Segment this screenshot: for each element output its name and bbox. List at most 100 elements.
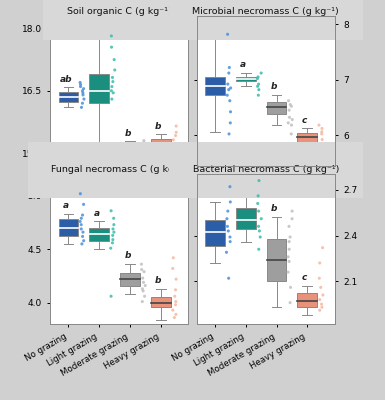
Bar: [267, 238, 286, 281]
Text: (c): (c): [171, 179, 184, 189]
Text: b: b: [155, 122, 161, 131]
Point: [79, 241, 85, 247]
Point: [173, 144, 179, 150]
Text: c: c: [302, 273, 308, 282]
Point: [286, 258, 292, 265]
Text: ab: ab: [60, 75, 72, 84]
Point: [256, 81, 262, 87]
Point: [112, 67, 118, 73]
Point: [287, 234, 293, 240]
Point: [138, 261, 144, 267]
Point: [256, 246, 262, 252]
Point: [110, 232, 116, 238]
Point: [319, 136, 325, 143]
Point: [80, 92, 86, 98]
Point: [227, 238, 233, 245]
Text: a: a: [94, 209, 100, 218]
Point: [225, 208, 231, 214]
Point: [173, 276, 179, 282]
Bar: [89, 228, 109, 241]
Point: [318, 284, 324, 290]
Point: [226, 275, 232, 282]
Point: [224, 223, 231, 230]
Bar: [59, 92, 78, 102]
Point: [111, 229, 117, 235]
Point: [285, 269, 291, 275]
Point: [289, 216, 295, 222]
Point: [172, 145, 178, 151]
Bar: [236, 208, 256, 230]
Text: a: a: [209, 18, 216, 27]
Point: [227, 98, 233, 104]
Point: [80, 201, 87, 208]
Point: [77, 84, 84, 90]
Text: a: a: [94, 10, 100, 18]
Point: [110, 215, 117, 222]
Point: [172, 132, 179, 139]
Point: [173, 311, 179, 318]
Point: [224, 216, 230, 222]
Point: [108, 245, 114, 251]
Point: [139, 142, 145, 148]
Point: [254, 200, 261, 207]
Point: [286, 107, 292, 113]
Title: Fungal necromass C (g kg⁻¹): Fungal necromass C (g kg⁻¹): [52, 166, 187, 174]
Point: [227, 120, 233, 126]
Point: [319, 304, 325, 310]
Point: [320, 292, 326, 298]
Point: [255, 92, 261, 98]
Title: Bacterial necromass C (g kg⁻¹): Bacterial necromass C (g kg⁻¹): [192, 166, 339, 174]
Text: (b): (b): [317, 20, 331, 30]
Point: [285, 254, 291, 260]
Point: [140, 275, 146, 281]
Point: [289, 208, 295, 214]
Point: [287, 300, 293, 306]
Point: [172, 302, 179, 308]
Point: [224, 92, 230, 98]
Text: b: b: [271, 204, 277, 214]
Point: [110, 236, 116, 243]
Bar: [59, 219, 78, 236]
Point: [170, 307, 176, 313]
Point: [316, 147, 323, 154]
Point: [286, 223, 292, 230]
Point: [255, 74, 261, 80]
Point: [258, 70, 264, 76]
Point: [289, 116, 295, 123]
Text: a: a: [240, 60, 246, 69]
Bar: [151, 297, 171, 307]
Text: b: b: [271, 82, 277, 92]
Point: [79, 100, 85, 106]
Point: [169, 152, 176, 158]
Point: [285, 120, 291, 126]
Point: [108, 293, 114, 300]
Text: a: a: [240, 183, 246, 192]
Point: [173, 123, 179, 129]
Point: [171, 156, 177, 162]
Point: [320, 244, 326, 251]
Text: b: b: [124, 252, 131, 260]
Text: a: a: [63, 201, 69, 210]
Point: [288, 284, 294, 290]
Point: [288, 103, 295, 110]
Point: [226, 131, 232, 137]
Point: [80, 90, 86, 96]
Point: [141, 150, 147, 156]
Point: [254, 75, 261, 82]
Point: [287, 102, 293, 108]
Title: Soil organic C (g kg⁻¹): Soil organic C (g kg⁻¹): [67, 7, 172, 16]
Point: [170, 136, 176, 143]
Title: Microbial necromass C (g kg⁻¹): Microbial necromass C (g kg⁻¹): [192, 7, 339, 16]
Bar: [298, 133, 317, 142]
Point: [256, 208, 262, 214]
Text: b: b: [124, 129, 131, 138]
Point: [77, 218, 83, 225]
Point: [227, 199, 233, 205]
Point: [77, 81, 84, 88]
Point: [316, 307, 323, 314]
Point: [228, 109, 234, 115]
Point: [108, 208, 114, 214]
Point: [141, 268, 147, 275]
Point: [139, 298, 146, 305]
Point: [288, 122, 295, 128]
